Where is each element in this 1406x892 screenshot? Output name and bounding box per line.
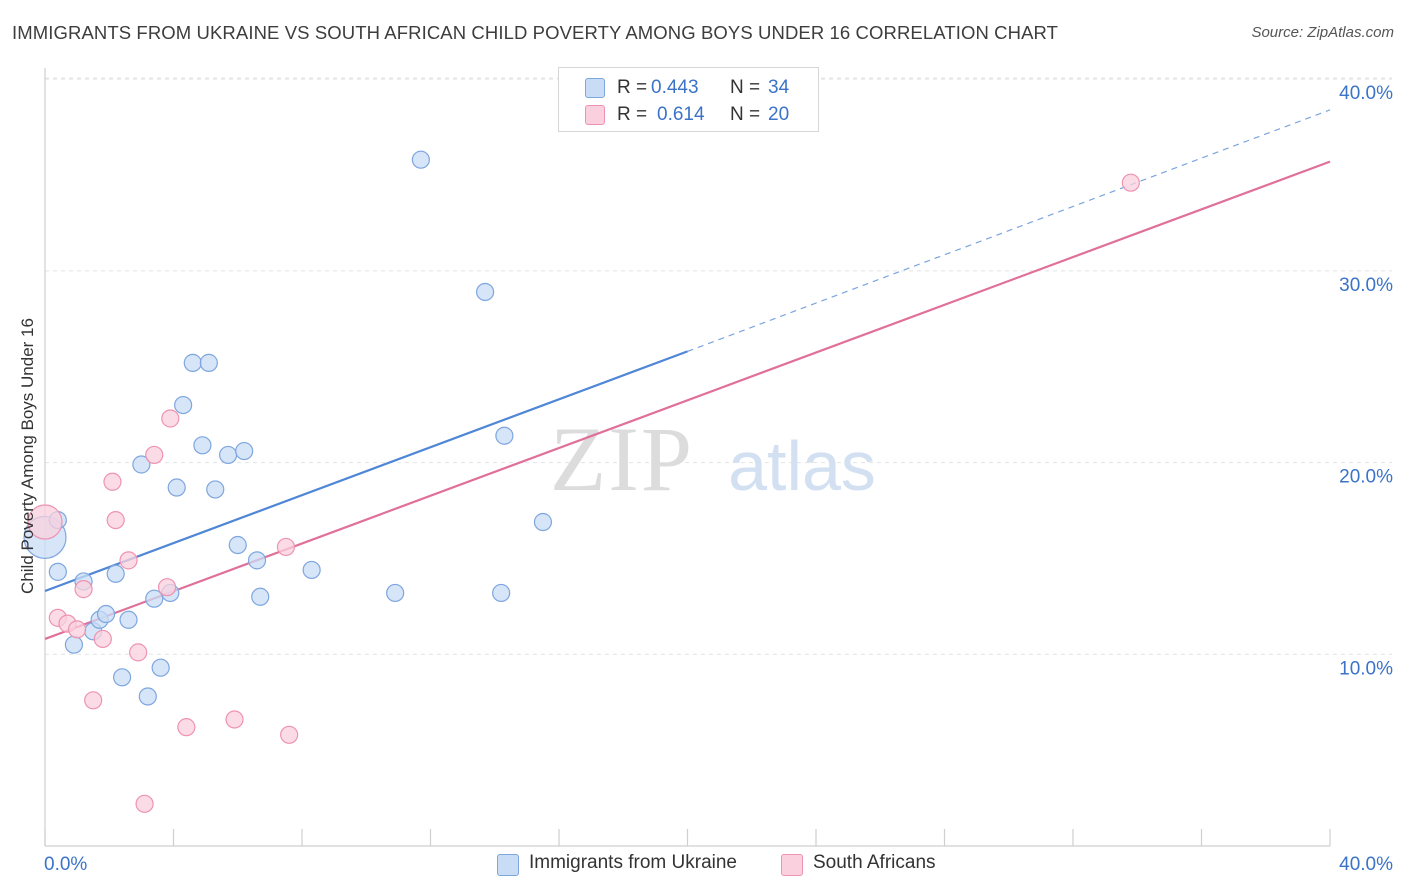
- point-ukraine: [302, 560, 321, 580]
- point-south-africans: [276, 537, 296, 557]
- x-tick-label: 0.0%: [44, 854, 87, 875]
- point-ukraine: [247, 551, 267, 570]
- point-ukraine: [145, 589, 164, 608]
- point-ukraine: [119, 610, 138, 629]
- trendline-ukraine: [44, 350, 688, 593]
- y-tick-label: 40.0%: [1339, 83, 1393, 104]
- point-ukraine: [206, 480, 225, 499]
- point-south-africans: [27, 504, 63, 540]
- source-label: Source: ZipAtlas.com: [1251, 24, 1394, 41]
- point-south-africans: [103, 472, 122, 491]
- point-south-africans: [157, 578, 177, 597]
- point-south-africans: [93, 629, 112, 649]
- chart-title: IMMIGRANTS FROM UKRAINE VS SOUTH AFRICAN…: [12, 22, 1059, 43]
- point-south-africans: [135, 794, 154, 813]
- point-south-africans: [1121, 173, 1140, 192]
- point-ukraine: [251, 587, 270, 606]
- point-ukraine: [151, 658, 170, 677]
- bottom-legend-label-south-africans: South Africans: [813, 852, 936, 873]
- legend-n-label: N =: [730, 104, 761, 125]
- point-ukraine: [183, 353, 202, 372]
- y-tick-label: 20.0%: [1339, 467, 1393, 488]
- point-south-africans: [129, 643, 148, 662]
- point-ukraine: [199, 353, 218, 372]
- point-ukraine: [495, 426, 514, 445]
- point-south-africans: [84, 691, 103, 710]
- point-south-africans: [68, 620, 87, 639]
- point-ukraine: [219, 445, 238, 465]
- point-south-africans: [161, 409, 180, 428]
- legend-swatch-south-africans: [585, 105, 605, 125]
- point-ukraine: [48, 562, 67, 581]
- bottom-legend-swatch-south-africans: [781, 854, 803, 876]
- y-tick-label: 10.0%: [1339, 658, 1393, 679]
- legend-r-label: R =: [617, 77, 648, 98]
- point-south-africans: [280, 725, 299, 744]
- point-ukraine: [193, 436, 212, 455]
- point-south-africans: [225, 710, 244, 729]
- y-tick-label: 30.0%: [1339, 275, 1393, 296]
- point-ukraine: [96, 604, 116, 624]
- point-south-africans: [145, 445, 164, 465]
- point-ukraine: [106, 564, 125, 583]
- x-tick-label: 40.0%: [1339, 854, 1393, 875]
- point-ukraine: [533, 512, 553, 532]
- point-ukraine: [132, 455, 151, 474]
- trendline-ukraine-extension: [687, 109, 1331, 352]
- point-ukraine: [138, 687, 157, 706]
- watermark-atlas: atlas: [728, 427, 876, 505]
- bottom-legend-label-ukraine: Immigrants from Ukraine: [529, 852, 737, 873]
- point-ukraine: [492, 583, 511, 603]
- point-ukraine: [228, 535, 247, 555]
- legend-n-label: N =: [730, 77, 761, 98]
- point-ukraine: [64, 635, 84, 654]
- legend-r-value-south-africans: 0.614: [657, 104, 705, 125]
- point-ukraine: [411, 150, 430, 169]
- trendline-south-africans: [44, 160, 1331, 640]
- point-ukraine: [174, 395, 193, 415]
- point-south-africans: [177, 718, 196, 737]
- point-ukraine: [476, 282, 495, 302]
- bottom-legend-swatch-ukraine: [497, 854, 519, 876]
- watermark: ZIP atlas: [550, 408, 876, 510]
- point-ukraine: [112, 668, 132, 687]
- point-south-africans: [119, 551, 138, 570]
- point-ukraine: [167, 478, 186, 497]
- watermark-zip: ZIP: [550, 408, 694, 510]
- y-axis-label: Child Poverty Among Boys Under 16: [18, 318, 37, 594]
- point-south-africans: [106, 510, 125, 530]
- legend-swatch-ukraine: [585, 78, 605, 98]
- legend-box: R = 0.443 N = 34 R = 0.614 N = 20: [558, 67, 819, 132]
- legend-r-label: R =: [617, 104, 648, 125]
- point-ukraine: [386, 583, 405, 603]
- legend-n-value-south-africans: 20: [768, 104, 790, 125]
- point-ukraine: [235, 441, 254, 461]
- legend-r-value-ukraine: 0.443: [651, 77, 699, 98]
- legend-n-value-ukraine: 34: [768, 77, 790, 98]
- point-south-africans: [74, 580, 93, 599]
